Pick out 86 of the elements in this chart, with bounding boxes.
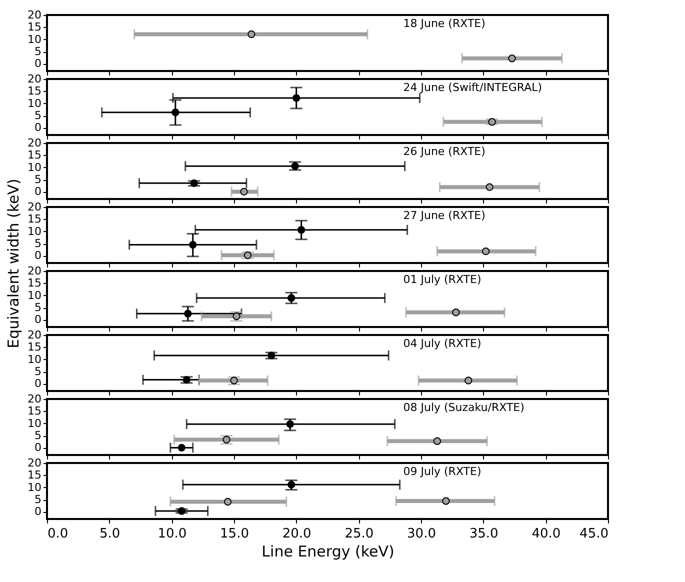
y-tick-label: 20 [28,200,42,214]
y-tick-label: 20 [28,72,42,86]
y-tick-label: 5 [34,493,42,506]
y-tick-label: 0 [34,505,42,518]
point [464,376,472,384]
point [240,188,248,196]
point [189,240,197,249]
point [232,312,240,320]
y-tick-label: 5 [34,45,42,58]
y-tick-label: 5 [34,237,42,250]
y-tick-label: 20 [28,456,42,470]
point [488,118,496,126]
x-tick-label: 30.0 [407,526,436,542]
annotation: 18 June (RXTE) [403,17,486,30]
x-tick-label: 45.0 [580,526,608,542]
point [184,310,192,318]
point [442,497,450,505]
y-tick-label: 20 [28,264,42,278]
annotation: 27 June (RXTE) [403,209,486,222]
point [230,376,238,384]
x-tick-label: 15.0 [220,526,249,542]
x-tick-label: 5.0 [99,526,120,542]
annotation: 08 July (Suzaku/RXTE) [403,401,524,414]
y-tick-label: 0 [34,57,42,70]
point [222,436,230,444]
annotation: 01 July (RXTE) [403,273,482,286]
point [224,498,232,506]
y-tick-label: 20 [28,8,42,22]
annotation: 24 June (Swift/INTEGRAL) [403,81,542,94]
y-tick-label: 0 [34,377,42,390]
x-tick-label: 35.0 [469,526,498,542]
y-tick-label: 5 [34,365,42,378]
y-tick-label: 10 [28,160,42,174]
y-tick-label: 15 [28,468,42,482]
y-tick-label: 15 [28,20,42,34]
point [172,108,180,116]
point [433,437,442,445]
y-tick-label: 10 [28,288,42,302]
point [486,183,494,191]
y-tick-label: 0 [34,249,42,262]
x-tick-label: 40.0 [532,526,561,542]
point [178,444,186,452]
point [287,294,296,302]
y-tick-label: 15 [28,84,42,98]
point [190,179,198,188]
y-tick-label: 20 [28,328,42,342]
annotation: 26 June (RXTE) [403,145,486,158]
y-tick-label: 10 [28,96,42,110]
y-tick-label: 15 [28,404,42,418]
y-tick-label: 0 [34,121,42,134]
x-tick-label: 10.0 [158,526,187,542]
x-axis-title: Line Energy (keV) [262,542,394,560]
y-tick-label: 15 [28,340,42,354]
y-tick-label: 0 [34,185,42,198]
y-tick-label: 10 [28,416,42,430]
point [292,94,300,102]
point [291,162,299,170]
point [244,251,252,260]
y-tick-label: 0 [34,441,42,454]
y-axis-title: Equivalent width (keV) [4,178,23,348]
y-tick-label: 0 [34,313,42,326]
y-tick-label: 20 [28,136,42,150]
x-tick-label: 0.0 [48,526,68,542]
annotation: 09 July (RXTE) [403,465,482,478]
y-tick-label: 15 [28,276,42,290]
point [182,376,190,384]
y-tick-label: 5 [34,173,42,186]
point [452,308,460,316]
y-tick-label: 5 [34,301,42,314]
y-tick-label: 10 [28,32,42,46]
point [297,226,306,234]
y-tick-label: 15 [28,148,42,162]
y-tick-label: 10 [28,224,42,238]
point [286,420,294,428]
x-tick-label: 25.0 [344,526,374,542]
y-tick-label: 5 [34,429,42,442]
annotation: 04 July (RXTE) [403,337,482,350]
y-tick-label: 10 [28,352,42,366]
y-tick-label: 20 [28,392,42,406]
point [268,352,276,360]
point [482,247,490,256]
y-tick-label: 10 [28,480,42,494]
y-tick-label: 15 [28,212,42,226]
x-tick-label: 20.0 [282,526,312,542]
y-tick-label: 5 [34,109,42,122]
point [178,507,186,515]
